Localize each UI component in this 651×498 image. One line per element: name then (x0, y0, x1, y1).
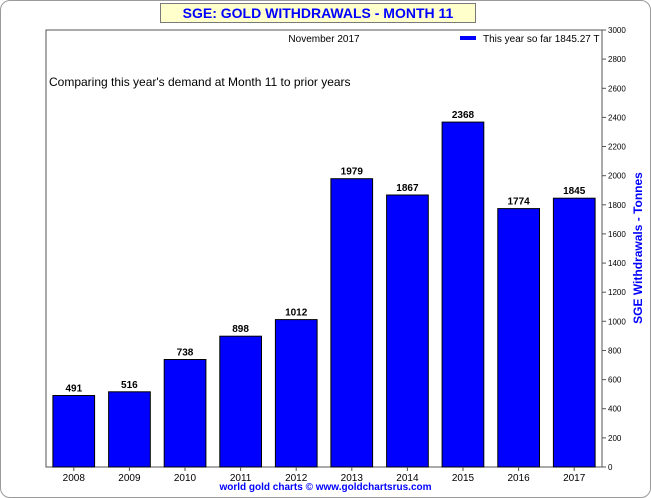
chart-annotation: Comparing this year's demand at Month 11… (49, 75, 351, 89)
bar (386, 194, 429, 468)
chart-subtitle: November 2017 (288, 34, 360, 45)
bar-value-label: 898 (232, 324, 249, 335)
y-tick-label: 2600 (608, 84, 626, 93)
y-tick-label: 400 (608, 405, 622, 414)
y-tick-label: 1000 (608, 317, 626, 326)
bar (219, 335, 263, 468)
x-tick-label: 2017 (563, 473, 586, 484)
bar (108, 391, 151, 468)
x-tick-label: 2016 (507, 473, 530, 484)
bar-value-label: 1867 (396, 183, 419, 194)
y-tick-label: 200 (608, 434, 622, 443)
bar-value-label: 738 (177, 348, 194, 359)
y-tick-label: 1400 (608, 259, 626, 268)
y-tick-label: 2200 (608, 143, 626, 152)
bar-value-label: 1012 (285, 308, 308, 319)
y-tick-label: 1200 (608, 288, 626, 297)
y-axis: 0 200 400 600 800 1000 1200 1400 1600 1800 2000 220… (602, 26, 626, 472)
y-tick-label: 2800 (608, 55, 626, 64)
bar-value-label: 516 (121, 380, 138, 391)
bar (497, 208, 540, 468)
y-tick-label: 1800 (608, 201, 626, 210)
y-axis-label: SGE Withdrawals - Tonnes (631, 172, 645, 324)
bar (330, 178, 374, 468)
bar-value-label: 1845 (563, 186, 586, 197)
bar (52, 395, 96, 468)
y-tick-label: 1600 (608, 230, 626, 239)
legend-label: This year so far 1845.27 T (483, 34, 600, 45)
x-tick-label: 2008 (63, 473, 86, 484)
bar (274, 319, 318, 468)
footer-credit: world gold charts © www.goldchartsrus.co… (219, 482, 432, 493)
x-tick-label: 2015 (452, 473, 475, 484)
y-tick-label: 3000 (608, 26, 626, 35)
bar-series: 491 516 738 898 1012 1979 1867 2368 1774 1845 (52, 110, 596, 468)
x-tick-label: 2009 (118, 473, 141, 484)
bar (552, 197, 596, 468)
y-tick-label: 0 (608, 463, 613, 472)
bar-value-label: 1774 (507, 197, 530, 208)
y-tick-label: 2000 (608, 172, 626, 181)
bar (163, 359, 207, 468)
legend-swatch (460, 36, 476, 40)
bar-value-label: 2368 (452, 110, 475, 121)
x-tick-label: 2013 (341, 473, 364, 484)
x-tick-label: 2011 (230, 473, 252, 484)
y-tick-label: 600 (608, 376, 622, 385)
x-tick-label: 2012 (285, 473, 308, 484)
bar (441, 121, 485, 468)
x-tick-label: 2010 (174, 473, 197, 484)
bar-value-label: 1979 (341, 167, 364, 178)
bar-value-label: 491 (65, 384, 82, 395)
chart-title: SGE: GOLD WITHDRAWALS - MONTH 11 (160, 3, 476, 23)
x-axis: 2008 2009 2010 2011 2012 2013 2014 2015 2016 2017 (63, 467, 586, 484)
x-tick-label: 2014 (396, 473, 419, 484)
y-tick-label: 2400 (608, 113, 626, 122)
y-tick-label: 800 (608, 347, 622, 356)
